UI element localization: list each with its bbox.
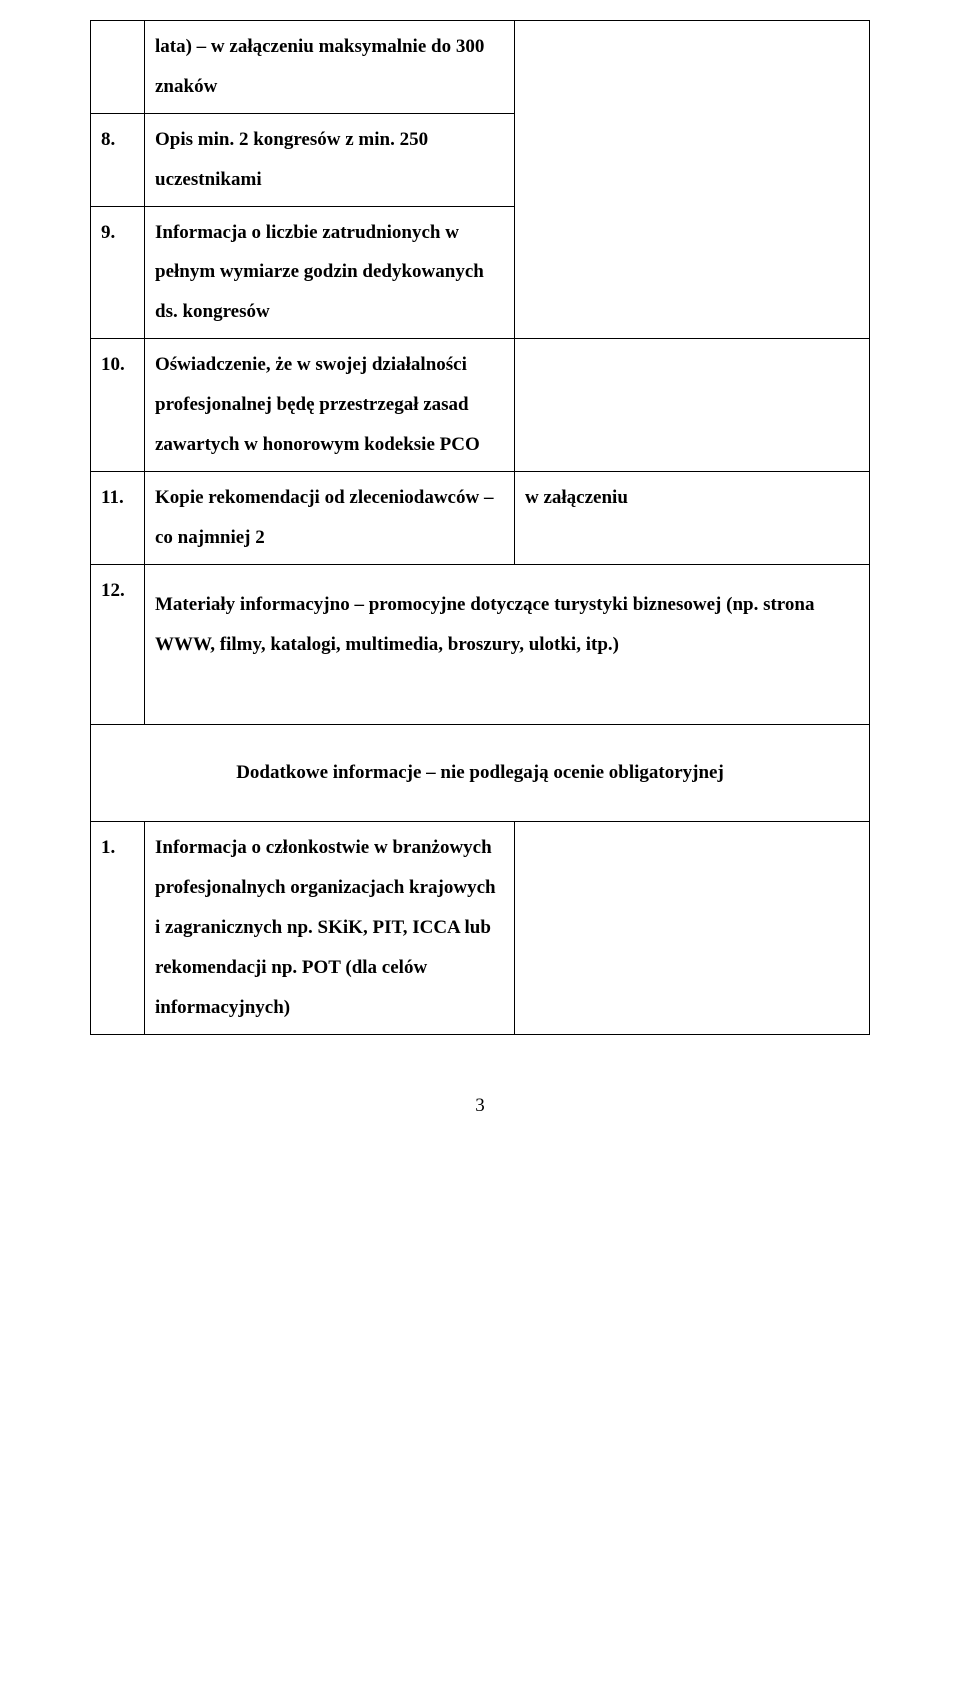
document-page: lata) – w załączeniu maksymalnie do 300 … <box>0 0 960 1157</box>
row-num: 1. <box>91 822 145 1034</box>
row-num <box>91 21 145 114</box>
row-num: 11. <box>91 471 145 564</box>
row-num: 9. <box>91 206 145 339</box>
row-desc: Kopie rekomendacji od zleceniodawców – c… <box>145 471 515 564</box>
main-table: lata) – w załączeniu maksymalnie do 300 … <box>90 20 870 1035</box>
row-val: w załączeniu <box>515 471 870 564</box>
row-num: 12. <box>91 564 145 725</box>
row-val <box>515 21 870 339</box>
row-desc: lata) – w załączeniu maksymalnie do 300 … <box>145 21 515 114</box>
row-desc: Informacja o członkostwie w branżowych p… <box>145 822 515 1034</box>
row-val <box>515 339 870 472</box>
row-val <box>515 822 870 1034</box>
row-desc: Informacja o liczbie zatrudnionych w peł… <box>145 206 515 339</box>
row-num: 8. <box>91 113 145 206</box>
row-num: 10. <box>91 339 145 472</box>
row-desc: Opis min. 2 kongresów z min. 250 uczestn… <box>145 113 515 206</box>
row-desc: Oświadczenie, że w swojej działalności p… <box>145 339 515 472</box>
section-heading: Dodatkowe informacje – nie podlegają oce… <box>91 725 870 822</box>
page-number: 3 <box>90 1095 870 1117</box>
row-desc-merged: Materiały informacyjno – promocyjne doty… <box>145 564 870 725</box>
